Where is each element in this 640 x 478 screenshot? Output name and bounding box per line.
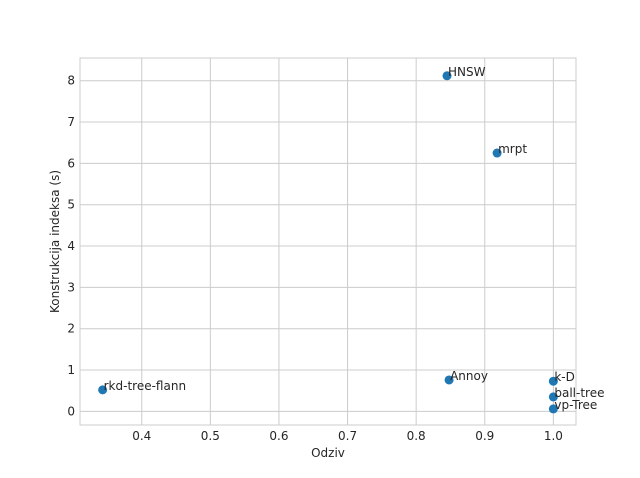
y-tick-label: 1 xyxy=(67,363,75,377)
x-tick-label: 0.7 xyxy=(338,429,357,443)
y-tick-label: 8 xyxy=(67,74,75,88)
point-label: mrpt xyxy=(498,142,527,156)
point-label: k-D xyxy=(554,370,575,384)
x-tick-label: 0.6 xyxy=(269,429,288,443)
data-point xyxy=(98,385,108,395)
plot-area-frame xyxy=(79,57,577,426)
point-label: rkd-tree-flann xyxy=(104,379,186,393)
grid-lines xyxy=(80,58,576,425)
point-label: ball-tree xyxy=(554,386,604,400)
x-tick-label: 1.0 xyxy=(544,429,563,443)
y-axis-label: Konstrukcija indeksa (s) xyxy=(48,170,62,313)
data-point xyxy=(444,375,454,385)
y-tick-label: 5 xyxy=(67,198,75,212)
y-tick-label: 3 xyxy=(67,280,75,294)
x-tick-label: 0.8 xyxy=(407,429,426,443)
y-tick-label: 7 xyxy=(67,115,75,129)
data-point xyxy=(548,376,558,386)
x-tick-label: 0.4 xyxy=(132,429,151,443)
y-tick-label: 4 xyxy=(67,239,75,253)
data-point xyxy=(492,148,502,158)
point-label: Annoy xyxy=(450,369,488,383)
y-axis-ticks: 0 1 2 3 4 5 6 7 8 xyxy=(67,74,75,419)
point-label: vp-Tree xyxy=(554,398,597,412)
x-tick-label: 0.9 xyxy=(475,429,494,443)
data-points xyxy=(98,71,558,414)
x-axis-label: Odziv xyxy=(311,446,345,460)
data-point xyxy=(442,71,452,81)
data-point xyxy=(548,392,558,402)
data-point xyxy=(548,404,558,414)
point-label: HNSW xyxy=(448,65,486,79)
y-tick-label: 2 xyxy=(67,322,75,336)
y-tick-label: 0 xyxy=(67,404,75,418)
x-axis-ticks: 0.4 0.5 0.6 0.7 0.8 0.9 1.0 xyxy=(132,429,563,443)
y-tick-label: 6 xyxy=(67,156,75,170)
x-tick-label: 0.5 xyxy=(201,429,220,443)
